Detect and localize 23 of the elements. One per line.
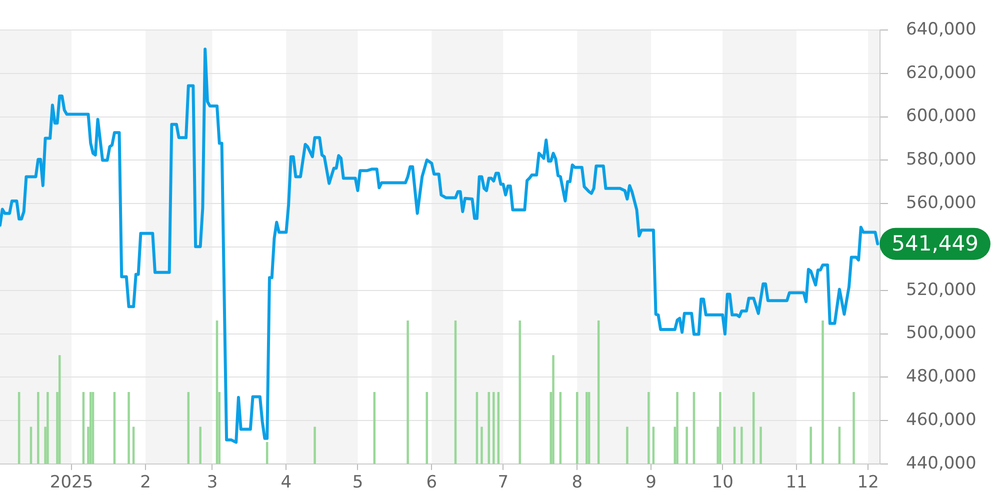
y-tick-label: 640,000 xyxy=(906,19,976,40)
y-tick-label: 620,000 xyxy=(906,62,976,83)
x-tick-label: 2 xyxy=(140,472,151,493)
x-tick-label: 4 xyxy=(280,472,292,493)
annotation: 541,449 xyxy=(892,231,978,256)
y-tick-label: 560,000 xyxy=(906,193,976,214)
y-tick-label: 600,000 xyxy=(906,106,976,126)
y-tick-label: 480,000 xyxy=(906,366,976,387)
y-tick-label: 440,000 xyxy=(906,453,976,474)
y-tick-label: 460,000 xyxy=(906,410,976,430)
x-tick-label: 5 xyxy=(352,472,364,493)
x-tick-label: 11 xyxy=(786,472,808,493)
x-tick-label: 8 xyxy=(572,472,583,493)
x-tick-label: 3 xyxy=(206,472,218,493)
x-tick-label: 6 xyxy=(426,472,438,493)
x-tick-label: 12 xyxy=(857,472,879,493)
x-tick-label: 9 xyxy=(646,472,656,493)
y-tick-label: 520,000 xyxy=(906,280,976,300)
x-tick-label: 7 xyxy=(498,472,509,493)
y-tick-label: 580,000 xyxy=(906,150,976,170)
x-tick-label: 10 xyxy=(712,472,734,493)
x-tick-label: 2025 xyxy=(50,472,94,493)
y-tick-label: 500,000 xyxy=(906,323,976,344)
